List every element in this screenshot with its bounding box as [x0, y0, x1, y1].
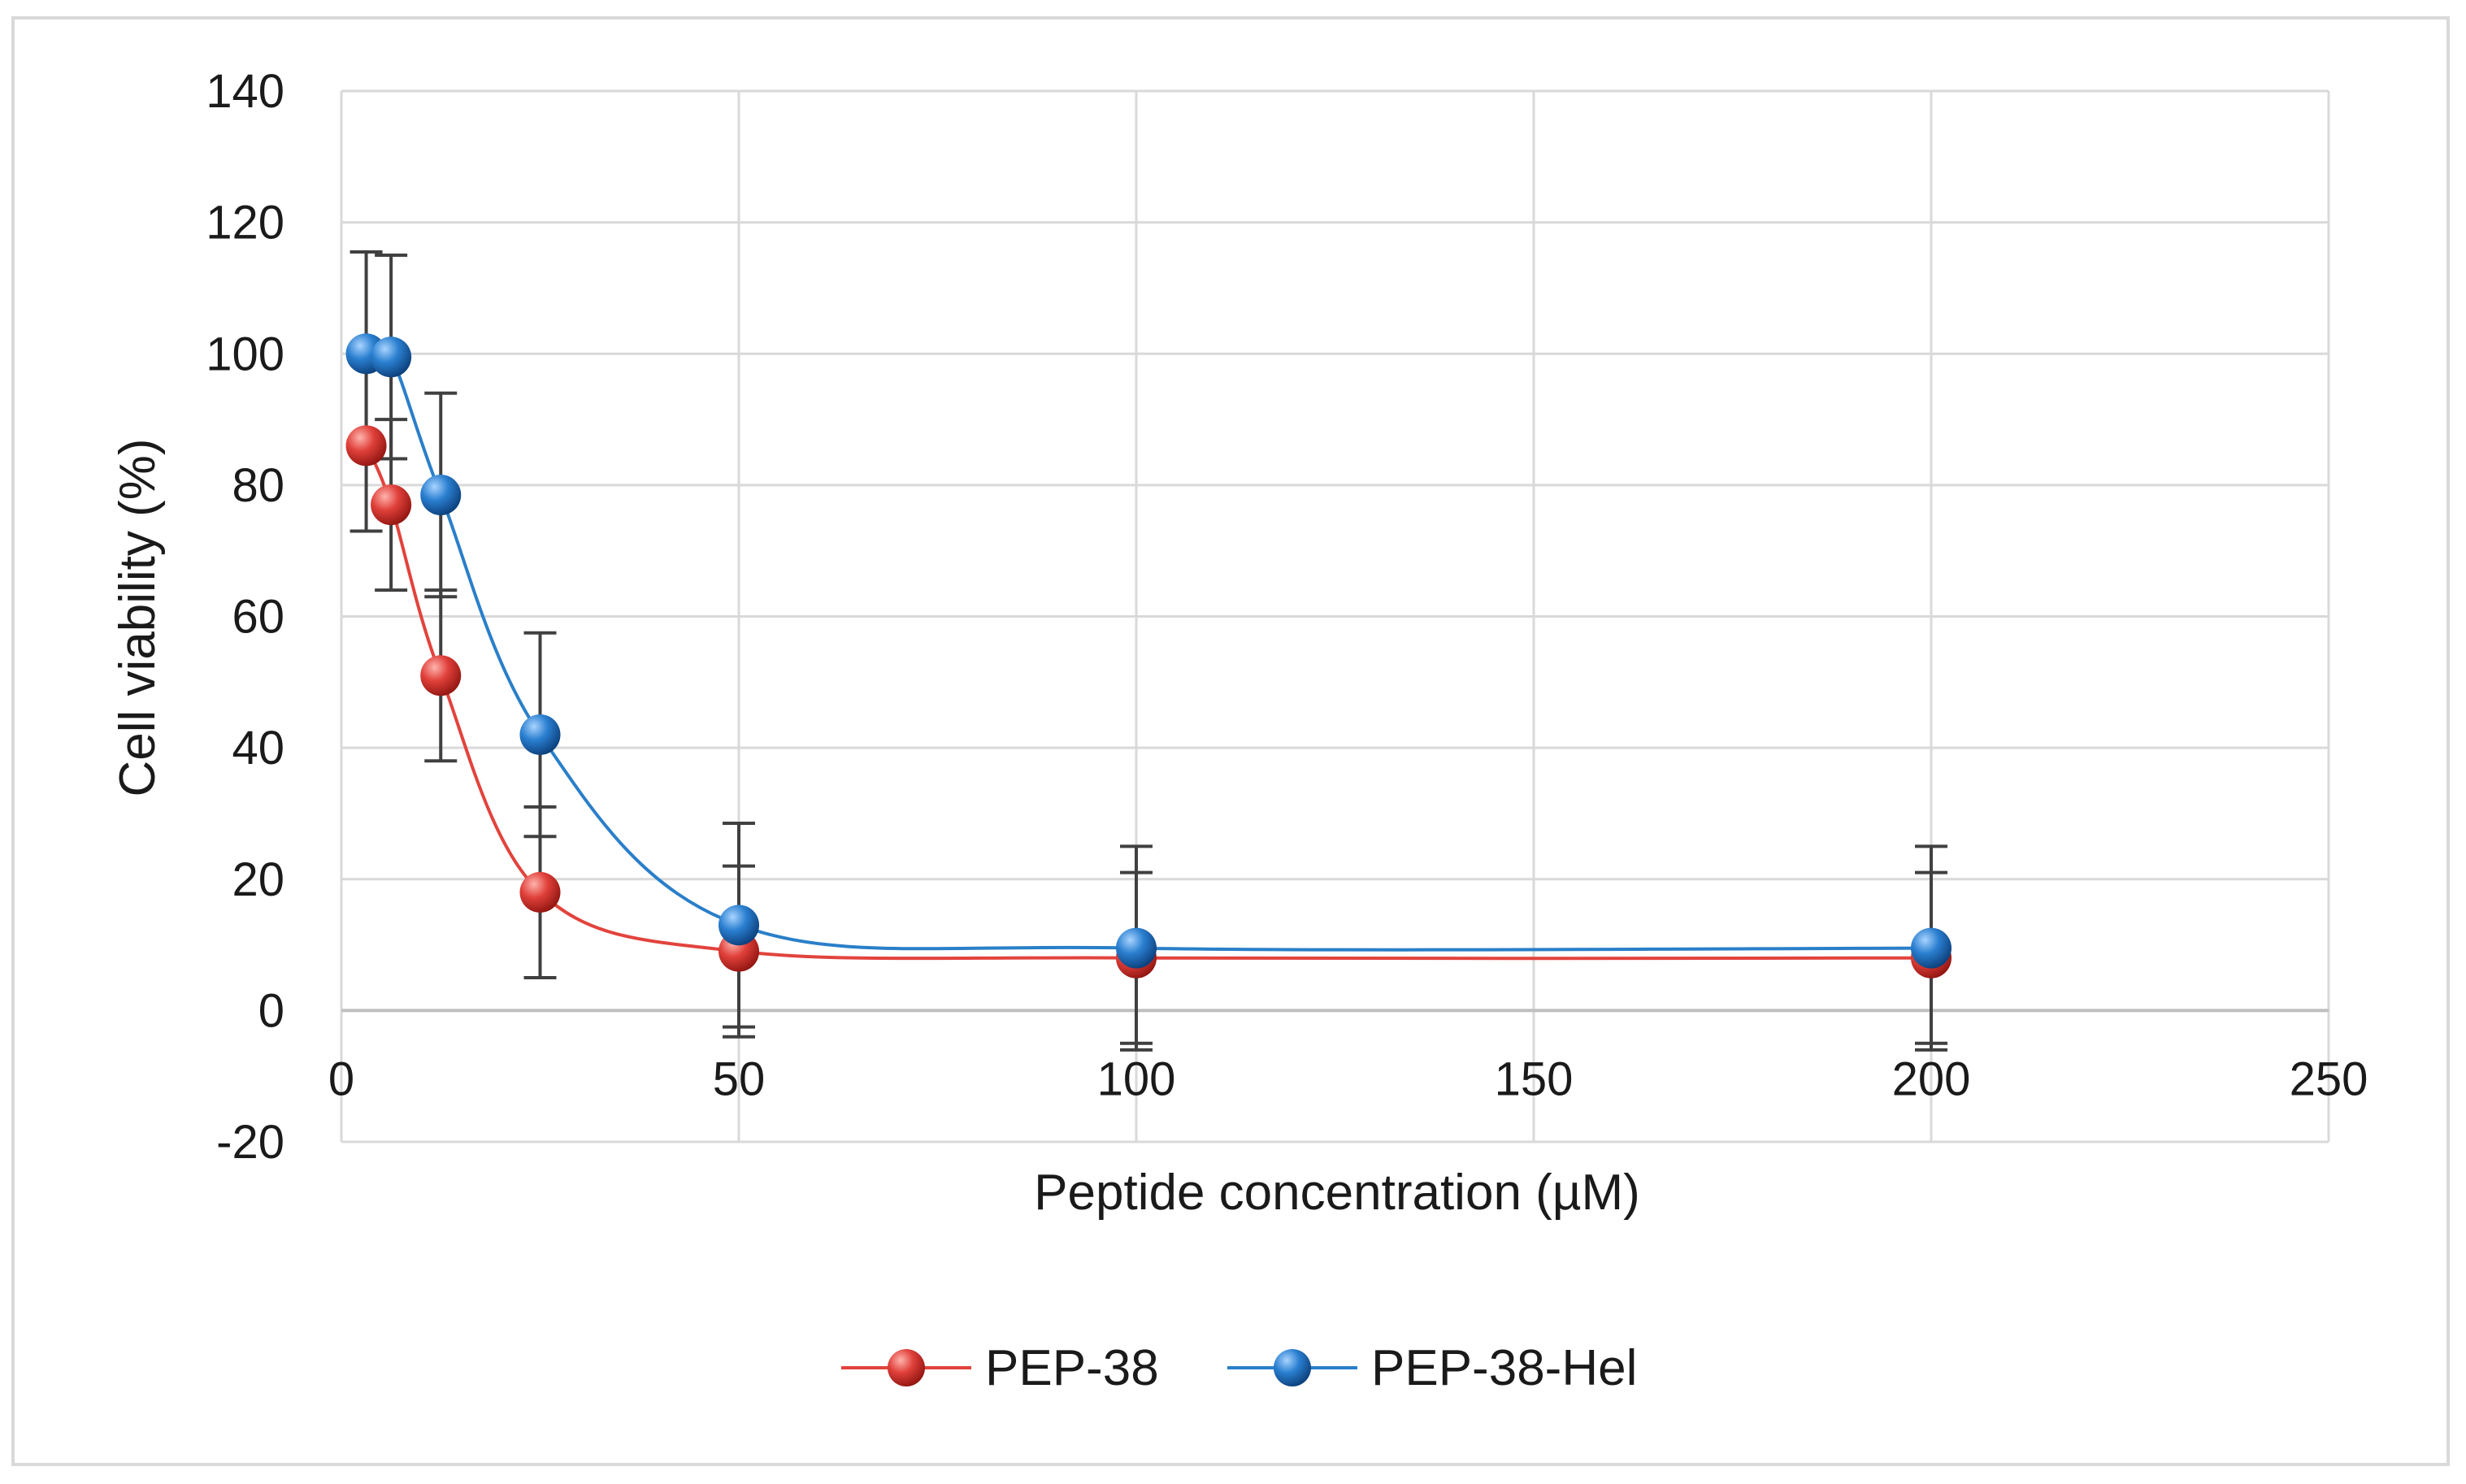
legend: PEP-38 PEP-38-Hel: [841, 1340, 1637, 1396]
chart-frame: [11, 16, 2450, 1466]
series-line-pep-38-hel: [365, 344, 1932, 952]
x-tick-labels: 0 50 100 150 200 250: [328, 1052, 2368, 1105]
legend-label-pep-38-hel: PEP-38-Hel: [1371, 1340, 1637, 1396]
y-tick-label: 80: [232, 459, 284, 512]
x-tick-label: 200: [1892, 1052, 1971, 1105]
x-tick-label: 250: [2290, 1052, 2368, 1105]
data-point-pep-38[interactable]: [371, 484, 412, 526]
x-axis-title: Peptide concentration (µM): [1034, 1165, 1640, 1221]
series-lines: [364, 344, 1932, 961]
legend-marker-pep-38-hel: [1274, 1349, 1311, 1386]
y-tick-label: -20: [216, 1116, 284, 1169]
x-tick-label: 150: [1495, 1052, 1574, 1105]
error-bars: [349, 250, 1947, 1052]
y-tick-label: 20: [232, 853, 284, 906]
y-tick-label: 140: [206, 65, 284, 118]
data-point-pep-38-hel[interactable]: [719, 905, 759, 946]
data-point-pep-38-hel[interactable]: [519, 714, 561, 755]
series-line-pep-38: [364, 445, 1932, 961]
gridlines: [340, 89, 2330, 1143]
data-point-pep-38-hel[interactable]: [1116, 927, 1157, 969]
x-tick-label: 0: [328, 1052, 354, 1105]
data-point-pep-38-hel[interactable]: [1911, 927, 1952, 969]
data-point-pep-38[interactable]: [345, 425, 387, 466]
x-tick-label: 100: [1097, 1052, 1176, 1105]
y-axis-title: Cell viability (%): [110, 439, 166, 797]
y-tick-label: 100: [206, 328, 284, 380]
data-point-pep-38[interactable]: [519, 871, 561, 913]
legend-item-pep-38[interactable]: PEP-38: [841, 1340, 1159, 1396]
legend-label-pep-38: PEP-38: [985, 1340, 1159, 1396]
data-point-pep-38-hel[interactable]: [420, 474, 462, 515]
legend-marker-pep-38: [888, 1349, 925, 1386]
data-point-pep-38[interactable]: [420, 655, 462, 696]
data-point-pep-38-hel[interactable]: [371, 336, 412, 378]
y-tick-label: 0: [258, 984, 284, 1037]
x-tick-label: 50: [713, 1052, 766, 1105]
legend-item-pep-38-hel[interactable]: PEP-38-Hel: [1227, 1340, 1637, 1396]
y-tick-label: 60: [232, 591, 284, 644]
y-tick-labels: -20 0 20 40 60 80 100 120 140: [206, 65, 284, 1169]
y-tick-label: 40: [232, 722, 284, 775]
data-points: [345, 333, 1952, 978]
y-tick-label: 120: [206, 197, 284, 250]
